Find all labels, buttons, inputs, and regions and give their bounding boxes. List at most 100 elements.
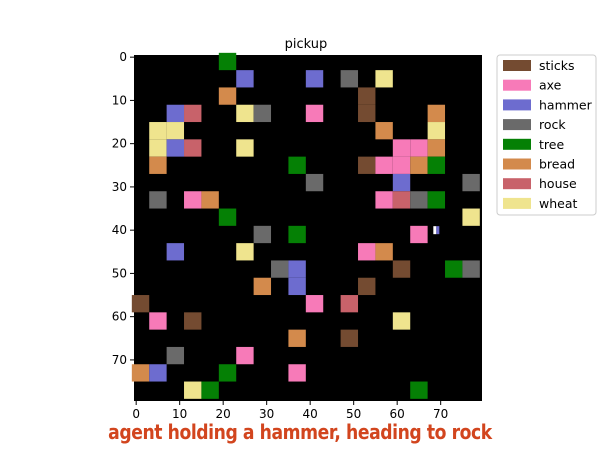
cell-hammer — [288, 260, 306, 278]
cell-axe — [184, 191, 202, 209]
cell-axe — [358, 243, 376, 261]
cell-sticks — [131, 295, 150, 313]
y-tick-label: 20 — [112, 137, 127, 151]
cell-sticks — [184, 312, 202, 330]
cell-hammer — [236, 70, 254, 88]
cell-tree — [410, 381, 428, 399]
y-tick-label: 50 — [112, 266, 127, 280]
cell-house — [340, 295, 359, 313]
map-cells — [131, 52, 480, 399]
cell-hammer — [166, 139, 185, 157]
legend-swatch-house — [503, 178, 531, 190]
x-axis: 0 10 20 30 40 50 60 70 — [132, 401, 448, 421]
cell-wheat — [236, 139, 254, 157]
cell-axe — [410, 225, 428, 244]
cell-rock — [271, 260, 289, 278]
cell-bread — [427, 104, 446, 123]
y-tick-label: 40 — [112, 223, 127, 237]
x-tick-label: 70 — [433, 407, 448, 421]
y-tick-label: 10 — [112, 93, 127, 107]
cell-axe — [236, 346, 254, 365]
cell-hammer — [149, 364, 167, 382]
cell-axe — [375, 156, 393, 174]
cell-house — [392, 191, 411, 209]
cell-rock — [253, 225, 272, 244]
cell-sticks — [340, 329, 359, 347]
legend-label-tree: tree — [539, 137, 564, 152]
agent-body — [433, 226, 437, 235]
cell-hammer — [392, 173, 411, 192]
cell-tree — [288, 156, 306, 174]
legend-swatch-axe — [503, 79, 531, 91]
legend-label-hammer: hammer — [539, 97, 593, 112]
cell-bread — [253, 277, 272, 296]
x-tick-label: 20 — [216, 407, 231, 421]
grid-map — [131, 52, 482, 401]
cell-tree — [218, 364, 237, 382]
x-tick-label: 10 — [172, 407, 187, 421]
cell-sticks — [358, 277, 376, 296]
cell-axe — [149, 312, 167, 330]
cell-bread — [288, 329, 306, 347]
cell-tree — [218, 52, 237, 71]
x-tick-label: 30 — [259, 407, 274, 421]
y-tick-label: 60 — [112, 310, 127, 324]
cell-wheat — [184, 381, 202, 399]
cell-hammer — [166, 104, 185, 123]
cell-axe — [392, 156, 411, 174]
cell-wheat — [462, 208, 480, 226]
cell-hammer — [166, 243, 185, 261]
legend-frame — [496, 54, 597, 216]
cell-house — [184, 139, 202, 157]
cell-bread — [375, 243, 393, 261]
y-tick-label: 30 — [112, 180, 127, 194]
legend-swatch-sticks — [503, 60, 531, 71]
cell-tree — [427, 156, 446, 174]
status-caption: agent holding a hammer, heading to rock — [108, 420, 492, 444]
cell-wheat — [392, 312, 411, 330]
plot-title: pickup — [285, 37, 328, 52]
legend-swatch-rock — [503, 119, 531, 131]
cell-rock — [340, 70, 359, 88]
cell-rock — [305, 173, 324, 192]
cell-bread — [410, 156, 428, 174]
cell-wheat — [149, 139, 167, 157]
cell-axe — [305, 104, 324, 123]
cell-bread — [149, 156, 167, 174]
cell-axe — [375, 191, 393, 209]
cell-bread — [375, 122, 393, 140]
cell-house — [184, 104, 202, 123]
cell-rock — [166, 346, 185, 365]
cell-bread — [201, 191, 219, 209]
cell-rock — [253, 104, 272, 123]
cell-hammer — [305, 70, 324, 88]
cell-bread — [427, 139, 446, 157]
cell-axe — [288, 364, 306, 382]
legend-label-wheat: wheat — [539, 196, 577, 211]
x-tick-label: 50 — [346, 407, 361, 421]
legend-label-rock: rock — [539, 117, 566, 132]
cell-sticks — [358, 87, 376, 105]
legend-label-house: house — [539, 176, 577, 191]
cell-hammer — [288, 277, 306, 296]
cell-tree — [218, 208, 237, 226]
y-axis: 0 10 20 30 40 50 60 70 — [112, 50, 134, 367]
cell-wheat — [166, 122, 185, 140]
cell-bread — [131, 364, 150, 382]
cell-tree — [288, 225, 306, 244]
cell-rock — [462, 173, 480, 192]
cell-axe — [392, 139, 411, 157]
cell-axe — [410, 139, 428, 157]
legend-entries: sticks axe hammer rock tree bread house wheat — [503, 58, 593, 211]
legend: sticks axe hammer rock tree bread house wheat — [496, 54, 597, 216]
x-tick-label: 0 — [132, 407, 140, 421]
agent-marker — [433, 226, 440, 235]
cell-tree — [445, 260, 463, 278]
cell-bread — [218, 87, 237, 105]
cell-rock — [410, 191, 428, 209]
cell-wheat — [427, 122, 446, 140]
legend-swatch-bread — [503, 158, 531, 170]
cell-wheat — [236, 243, 254, 261]
legend-swatch-tree — [503, 138, 531, 150]
legend-label-sticks: sticks — [539, 58, 575, 73]
